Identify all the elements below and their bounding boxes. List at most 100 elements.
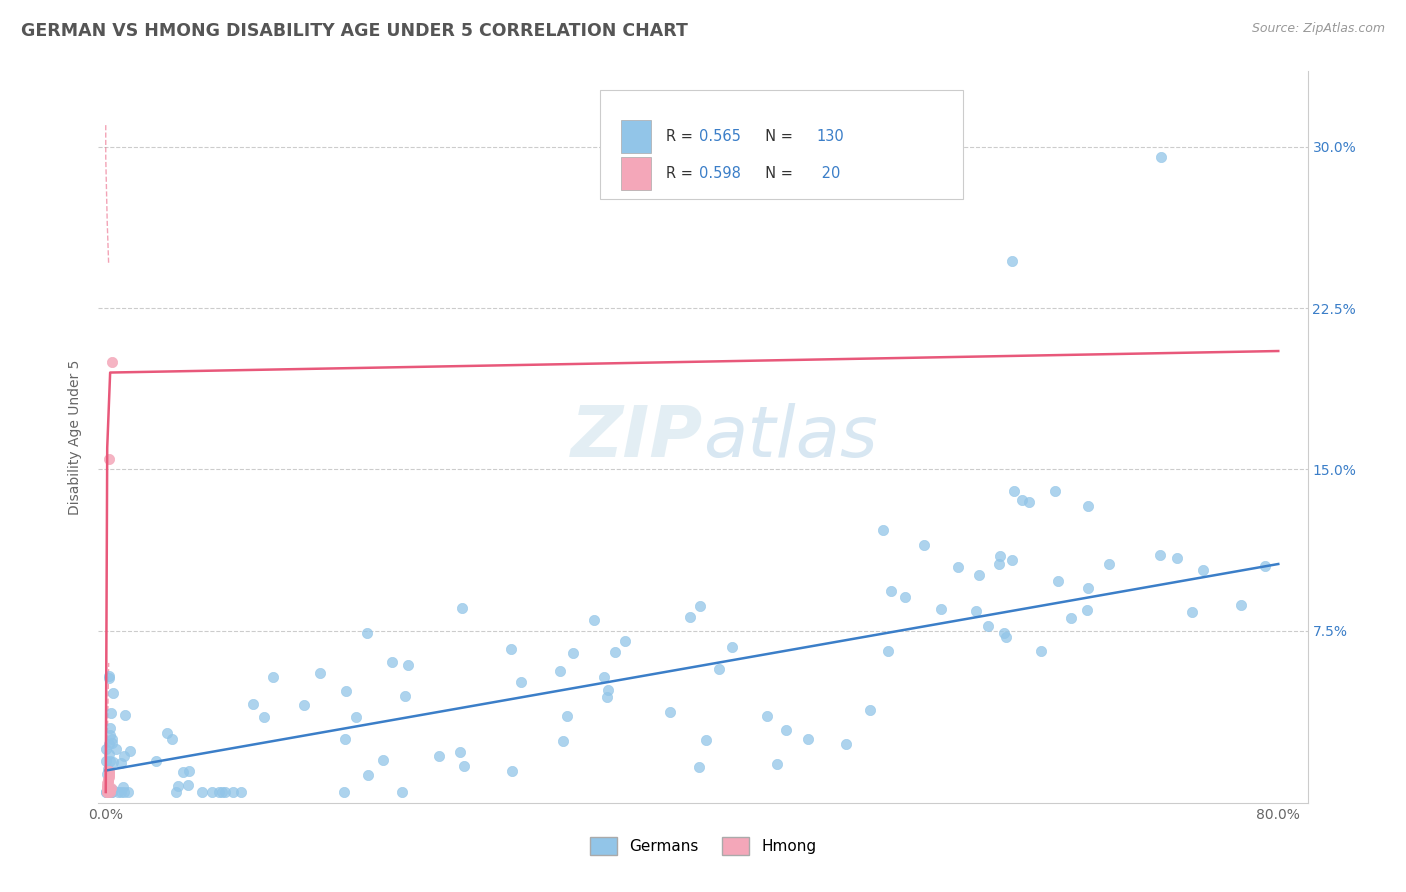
Point bbox=[177, 778, 200, 792]
Point bbox=[101, 736, 124, 750]
Point bbox=[912, 538, 935, 552]
Point bbox=[96, 779, 118, 793]
Point bbox=[101, 685, 124, 699]
Text: Source: ZipAtlas.com: Source: ZipAtlas.com bbox=[1251, 22, 1385, 36]
Point bbox=[97, 774, 120, 789]
Point bbox=[177, 764, 200, 778]
Point bbox=[97, 768, 120, 782]
Legend: Germans, Hmong: Germans, Hmong bbox=[583, 831, 823, 861]
Point bbox=[96, 754, 118, 768]
Point bbox=[993, 626, 1015, 640]
Point bbox=[105, 742, 128, 756]
Text: R =: R = bbox=[665, 128, 697, 144]
Point bbox=[967, 567, 990, 582]
Point bbox=[100, 785, 122, 799]
Point bbox=[1047, 574, 1070, 589]
Text: R =: R = bbox=[665, 166, 697, 181]
Point bbox=[98, 783, 121, 797]
Point bbox=[1059, 611, 1081, 625]
Point bbox=[97, 774, 120, 789]
Point bbox=[659, 706, 682, 720]
Point bbox=[1150, 150, 1173, 164]
Point bbox=[333, 732, 356, 747]
Point bbox=[555, 708, 578, 723]
Point bbox=[101, 783, 124, 797]
Point bbox=[96, 767, 118, 781]
Point bbox=[596, 690, 619, 704]
Point bbox=[929, 601, 952, 615]
Point bbox=[97, 764, 120, 778]
Point bbox=[499, 641, 522, 656]
Point bbox=[96, 776, 118, 790]
Point bbox=[100, 706, 122, 720]
Point bbox=[118, 744, 141, 758]
Text: 0.565: 0.565 bbox=[699, 128, 741, 144]
Point bbox=[394, 689, 416, 703]
Point bbox=[98, 747, 121, 761]
Point bbox=[775, 723, 797, 737]
Point bbox=[877, 644, 900, 658]
Point bbox=[1045, 483, 1067, 498]
Point bbox=[1166, 551, 1188, 566]
Point bbox=[98, 721, 121, 735]
Point bbox=[97, 737, 120, 751]
Point bbox=[98, 671, 121, 685]
Point bbox=[561, 646, 583, 660]
Point bbox=[100, 732, 122, 747]
Point bbox=[614, 633, 637, 648]
Point bbox=[1192, 563, 1215, 577]
Point bbox=[1011, 492, 1033, 507]
Text: 20: 20 bbox=[817, 166, 839, 181]
Point bbox=[451, 601, 474, 615]
Point bbox=[766, 756, 789, 771]
Point bbox=[100, 780, 122, 795]
Point bbox=[96, 780, 118, 795]
Point bbox=[96, 780, 118, 795]
Point bbox=[689, 599, 711, 613]
Point bbox=[592, 671, 614, 685]
Point bbox=[1229, 598, 1251, 612]
Point bbox=[97, 772, 120, 786]
Point bbox=[893, 590, 915, 604]
Point bbox=[835, 737, 858, 751]
Point bbox=[222, 785, 245, 799]
Point bbox=[96, 785, 118, 799]
FancyBboxPatch shape bbox=[600, 90, 963, 200]
Point bbox=[231, 785, 253, 799]
Point bbox=[453, 758, 475, 772]
Point bbox=[112, 780, 135, 794]
Point bbox=[1098, 557, 1121, 571]
Point bbox=[721, 640, 744, 654]
Point bbox=[214, 785, 236, 799]
Point bbox=[160, 731, 183, 746]
Point bbox=[688, 760, 710, 774]
Point bbox=[97, 765, 120, 780]
Point bbox=[201, 785, 224, 799]
Point bbox=[98, 669, 121, 683]
Text: ZIP: ZIP bbox=[571, 402, 703, 472]
Point bbox=[335, 684, 357, 698]
Point bbox=[427, 749, 450, 764]
Point bbox=[1004, 483, 1026, 498]
Point bbox=[1254, 559, 1277, 574]
Point bbox=[859, 703, 882, 717]
Point bbox=[678, 610, 700, 624]
Point bbox=[96, 783, 118, 797]
Point bbox=[995, 631, 1018, 645]
Point bbox=[117, 785, 139, 799]
Point bbox=[1077, 499, 1099, 513]
Point bbox=[96, 783, 118, 797]
Point bbox=[173, 765, 195, 780]
FancyBboxPatch shape bbox=[621, 120, 651, 153]
Point bbox=[110, 785, 132, 799]
Point bbox=[707, 662, 730, 676]
Point bbox=[96, 785, 118, 799]
Point bbox=[101, 756, 124, 770]
Y-axis label: Disability Age Under 5: Disability Age Under 5 bbox=[69, 359, 83, 515]
Point bbox=[603, 645, 626, 659]
Point bbox=[548, 664, 571, 678]
Point bbox=[253, 710, 276, 724]
Point bbox=[356, 768, 378, 782]
Point bbox=[100, 785, 122, 799]
Text: 0.598: 0.598 bbox=[699, 166, 741, 181]
